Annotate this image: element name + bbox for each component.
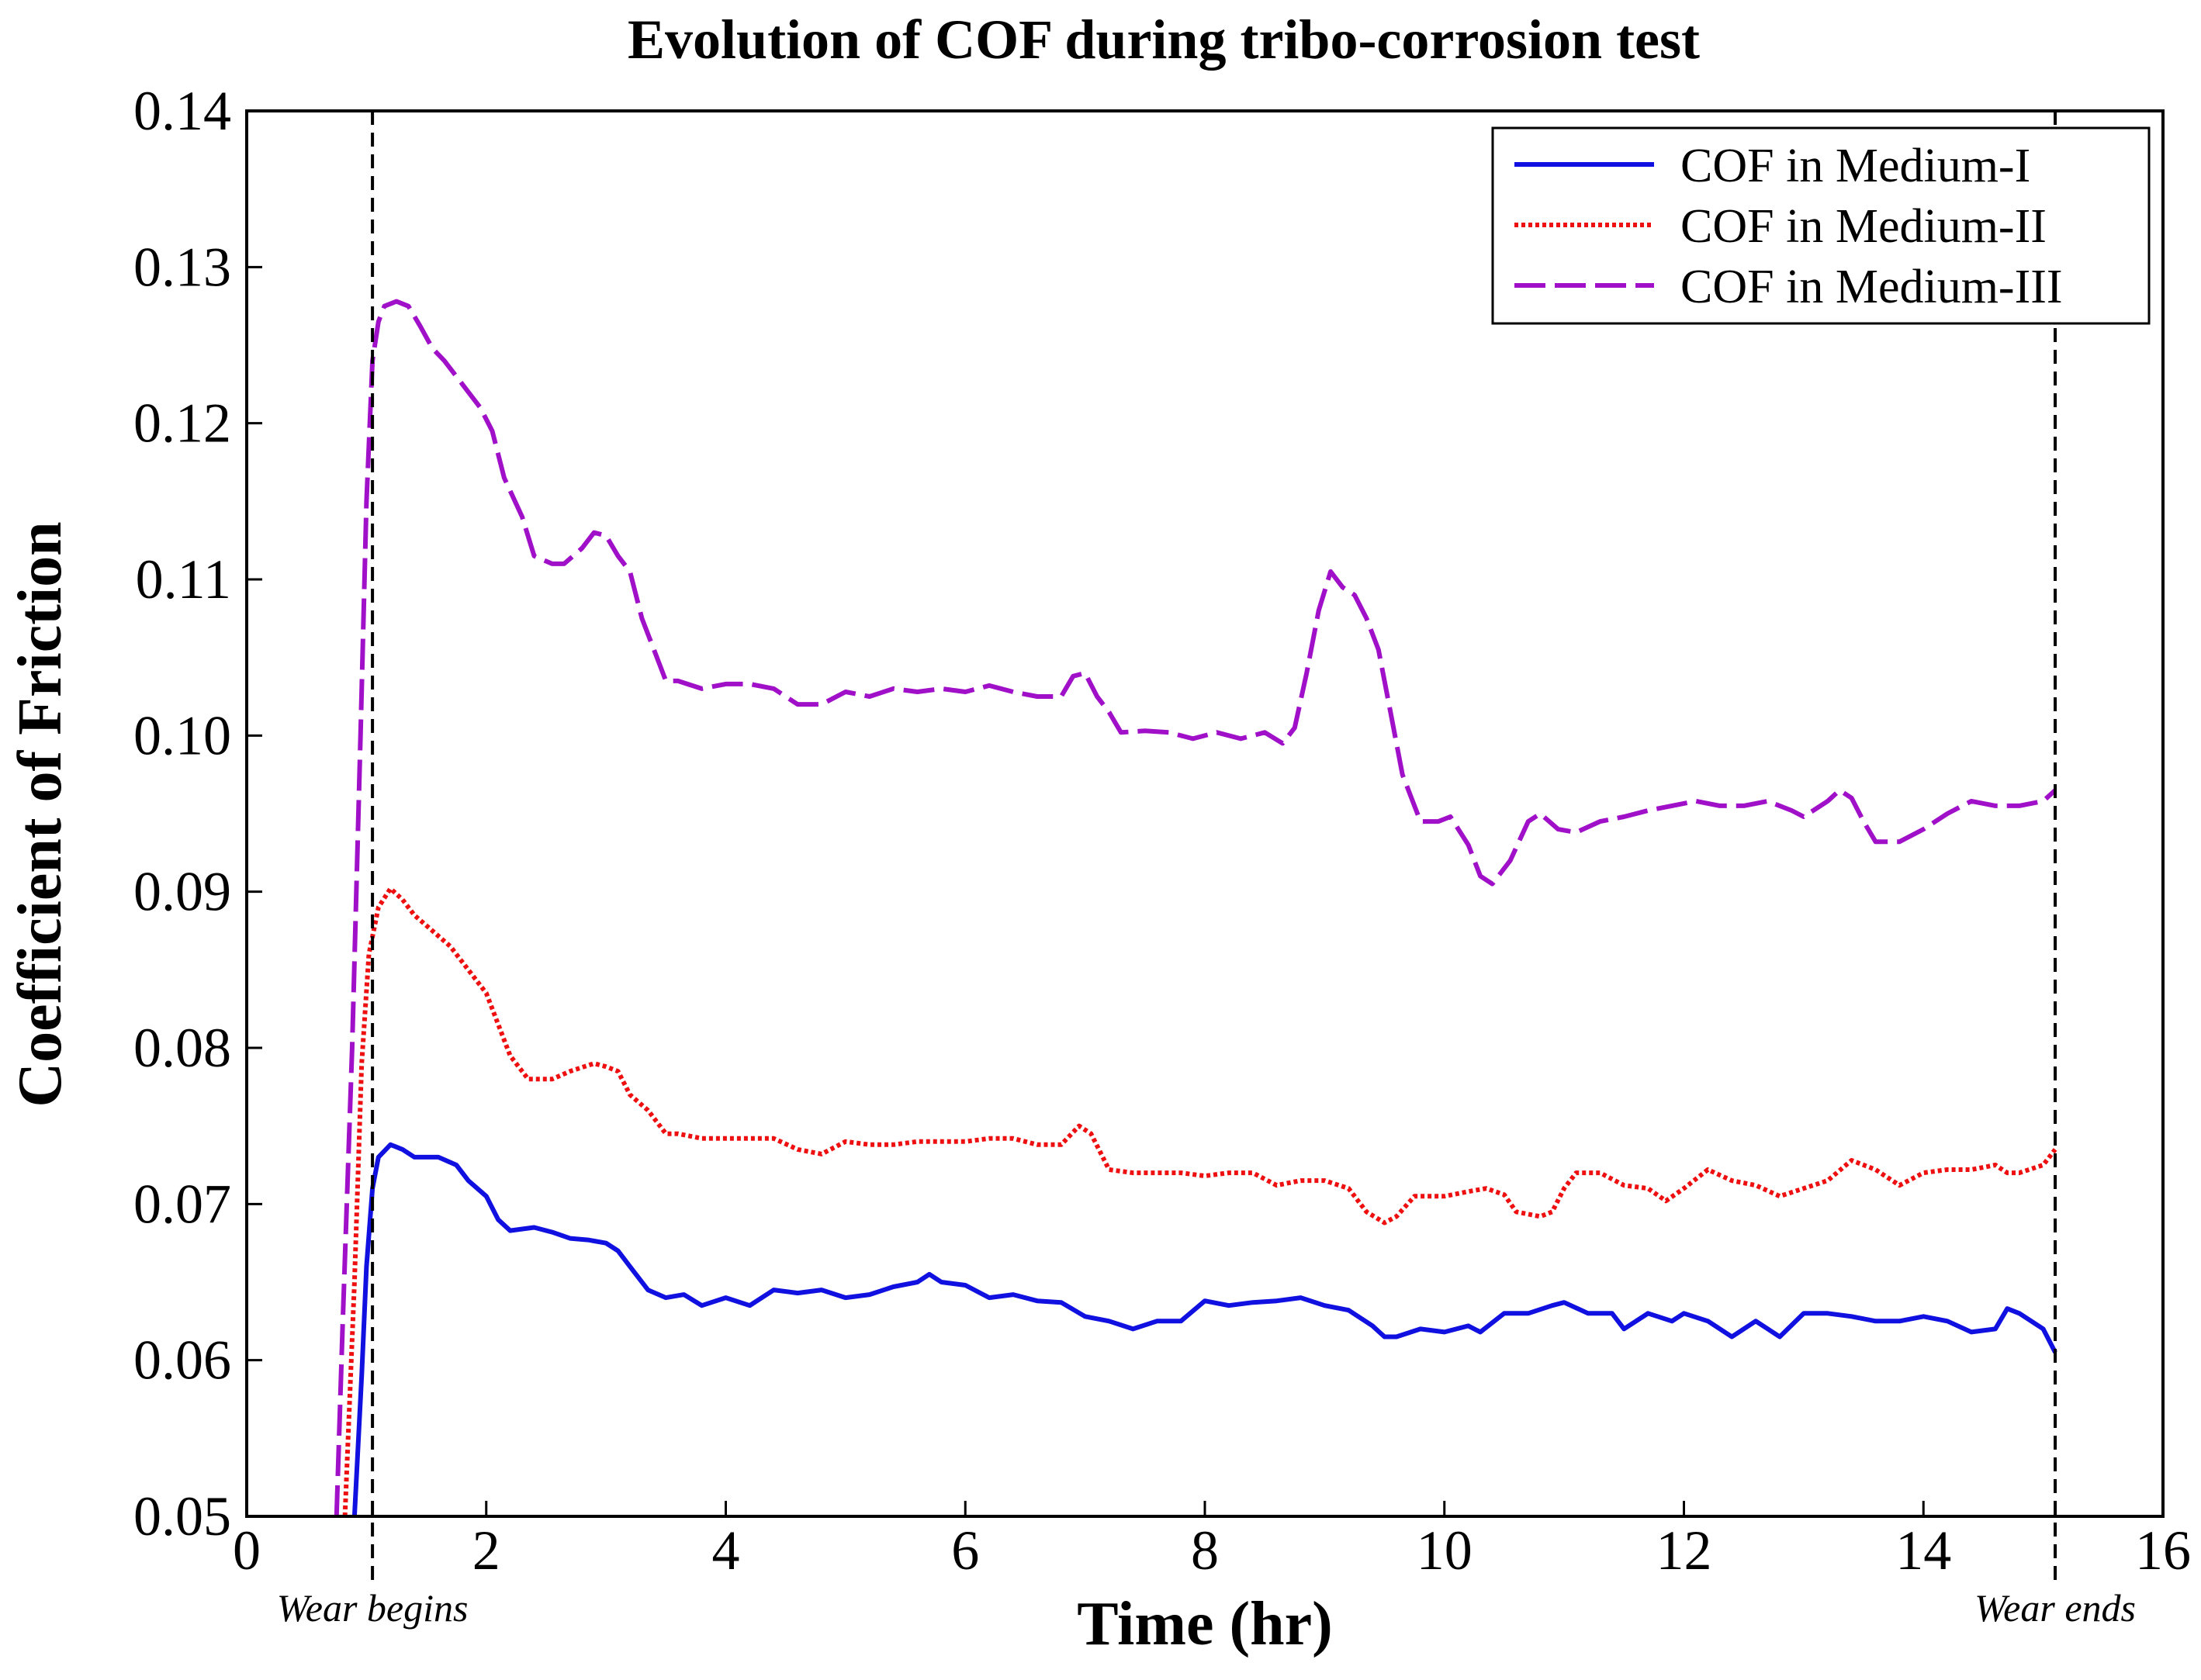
y-tick-label: 0.14 xyxy=(133,80,231,142)
legend-label-medium-iii: COF in Medium-III xyxy=(1680,261,2063,313)
chart-title: Evolution of COF during tribo-corrosion … xyxy=(628,9,1700,71)
y-tick-label: 0.12 xyxy=(133,392,231,455)
legend-label-medium-i: COF in Medium-I xyxy=(1680,140,2030,192)
x-tick-label: 14 xyxy=(1895,1519,1951,1581)
y-tick-label: 0.13 xyxy=(133,236,231,298)
x-tick-label: 2 xyxy=(472,1519,500,1581)
y-tick-label: 0.09 xyxy=(133,861,231,923)
x-axis-label: Time (hr) xyxy=(1077,1590,1333,1658)
y-tick-label: 0.08 xyxy=(133,1017,231,1079)
y-tick-label: 0.05 xyxy=(133,1485,231,1547)
series-layer xyxy=(334,299,2057,1517)
series-line-medium-i xyxy=(351,1142,2057,1517)
x-tick-label: 16 xyxy=(2135,1519,2191,1581)
x-tick-label: 12 xyxy=(1656,1519,1712,1581)
x-tick-label: 8 xyxy=(1191,1519,1219,1581)
series-line-medium-ii xyxy=(342,886,2057,1517)
wear-ends-label: Wear ends xyxy=(1974,1586,2136,1630)
y-axis-label: Coefficient of Friction xyxy=(6,521,74,1107)
annotation-lines xyxy=(371,111,2057,1586)
legend-items: COF in Medium-I COF in Medium-II COF in Me… xyxy=(1514,140,2063,313)
x-tick-label: 4 xyxy=(712,1519,740,1581)
x-tick-label: 0 xyxy=(233,1519,261,1581)
legend-label-medium-ii: COF in Medium-II xyxy=(1680,200,2047,253)
y-tick-label: 0.06 xyxy=(133,1329,231,1391)
wear-begins-label: Wear begins xyxy=(277,1586,469,1630)
x-axis-ticks: 0 2 4 6 8 10 12 14 16 xyxy=(233,1501,2191,1581)
y-axis-ticks: 0.05 0.06 0.07 0.08 0.09 0.10 0.11 0.12 0.13 0.14 xyxy=(133,80,262,1547)
y-tick-label: 0.10 xyxy=(133,704,231,766)
legend: COF in Medium-I COF in Medium-II COF in Me… xyxy=(1491,126,2151,325)
x-tick-label: 10 xyxy=(1417,1519,1473,1581)
y-tick-label: 0.07 xyxy=(133,1173,231,1235)
annotation-labels: Wear begins Wear ends xyxy=(277,1586,2136,1630)
x-tick-label: 6 xyxy=(951,1519,979,1581)
y-tick-label: 0.11 xyxy=(136,548,231,610)
series-line-medium-iii xyxy=(334,299,2057,1517)
